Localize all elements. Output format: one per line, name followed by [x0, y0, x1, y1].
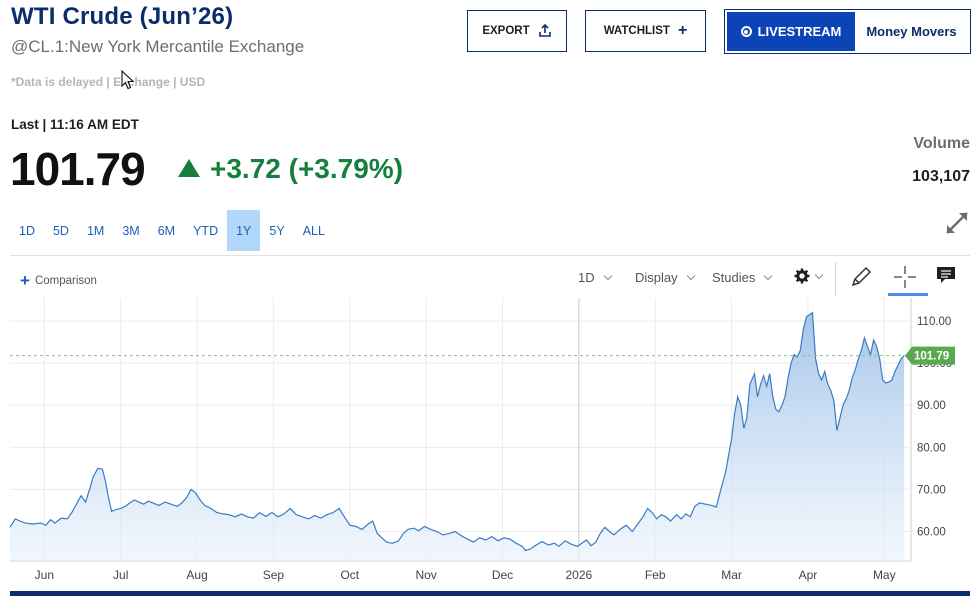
range-5y[interactable]: 5Y: [269, 223, 285, 238]
volume-label: Volume: [913, 135, 970, 152]
y-tick-label: 110.00: [917, 316, 951, 328]
comparison-button[interactable]: + Comparison: [20, 272, 97, 289]
x-tick-label: Feb: [645, 568, 666, 582]
instrument-title: WTI Crude (Jun’26): [11, 3, 234, 30]
price-change: +3.72 (+3.79%): [178, 153, 403, 185]
livestream-button[interactable]: LIVESTREAM: [727, 12, 855, 51]
data-delayed-note: *Data is delayed | Exchange | USD: [11, 75, 206, 89]
range-ytd[interactable]: YTD: [193, 223, 219, 238]
price-area-fill: [10, 312, 905, 561]
settings-dropdown[interactable]: [794, 268, 824, 284]
chevron-down-icon: [814, 270, 824, 279]
mouse-cursor-icon: [121, 70, 135, 90]
interval-dropdown[interactable]: 1D: [578, 270, 612, 285]
y-tick-label: 80.00: [917, 442, 946, 454]
active-tool-indicator: [888, 293, 928, 296]
display-label: Display: [635, 270, 678, 285]
plus-icon: +: [20, 271, 30, 290]
exchange-subtitle: @CL.1:New York Mercantile Exchange: [11, 37, 305, 56]
header-divider: [10, 255, 970, 256]
x-tick-label: Aug: [186, 568, 207, 582]
x-tick-label: Mar: [721, 568, 742, 582]
bottom-bar: [10, 591, 970, 596]
arrow-up-icon: [178, 158, 200, 177]
x-tick-label: 2026: [566, 568, 593, 582]
x-tick-label: Sep: [263, 568, 285, 582]
range-1y[interactable]: 1Y: [227, 210, 261, 251]
range-1m[interactable]: 1M: [86, 223, 105, 238]
y-tick-label: 90.00: [917, 400, 946, 412]
x-tick-label: Dec: [492, 568, 513, 582]
x-tick-label: Jun: [35, 568, 54, 582]
expand-icon[interactable]: [944, 210, 970, 236]
livestream-panel: LIVESTREAM Money Movers: [724, 9, 971, 54]
range-1d[interactable]: 1D: [19, 223, 35, 238]
display-dropdown[interactable]: Display: [635, 270, 695, 285]
upload-icon: [538, 24, 551, 37]
radio-icon: [740, 26, 752, 37]
chevron-down-icon: [686, 271, 695, 281]
chart-toolbar: + Comparison 1D Display Studies: [10, 258, 970, 298]
last-price-tag: [905, 346, 955, 365]
chevron-down-icon: [764, 271, 773, 281]
volume-value: 103,107: [912, 168, 970, 185]
livestream-label: LIVESTREAM: [757, 24, 842, 39]
crosshair-icon[interactable]: [892, 264, 918, 290]
toolbar-separator: [835, 262, 836, 296]
export-label: EXPORT: [482, 25, 530, 37]
x-tick-label: May: [873, 568, 896, 582]
range-3m[interactable]: 3M: [122, 223, 140, 238]
plus-icon: +: [677, 22, 688, 39]
watchlist-label: WATCHLIST: [603, 25, 670, 37]
x-tick-label: Nov: [415, 568, 436, 582]
watchlist-button[interactable]: WATCHLIST +: [585, 10, 706, 52]
export-button[interactable]: EXPORT: [467, 10, 567, 52]
chevron-down-icon: [603, 271, 612, 281]
pencil-icon[interactable]: [848, 264, 874, 290]
interval-label: 1D: [578, 270, 595, 285]
money-movers-link[interactable]: Money Movers: [866, 24, 957, 39]
time-range-selector: 1D 5D 1M 3M 6M YTD 1Y 5Y ALL: [10, 210, 334, 251]
x-tick-label: Oct: [340, 568, 359, 582]
comparison-label: Comparison: [34, 274, 97, 287]
x-tick-label: Jul: [113, 568, 128, 582]
price-line: [9, 311, 905, 552]
gear-icon: [794, 268, 810, 284]
x-tick-label: Apr: [799, 568, 818, 582]
last-price: 101.79: [10, 143, 146, 195]
studies-dropdown[interactable]: Studies: [712, 270, 773, 285]
range-6m[interactable]: 6M: [157, 223, 176, 238]
last-price-tag-label: 101.79: [914, 351, 949, 363]
last-trade-time: Last | 11:16 AM EDT: [11, 117, 139, 132]
studies-label: Studies: [712, 270, 756, 285]
y-tick-label: 60.00: [917, 527, 946, 539]
price-change-value: +3.72 (+3.79%): [210, 153, 404, 184]
range-5d[interactable]: 5D: [52, 223, 69, 238]
comment-icon[interactable]: [933, 262, 959, 288]
range-all[interactable]: ALL: [302, 223, 325, 238]
y-tick-label: 70.00: [917, 484, 946, 496]
